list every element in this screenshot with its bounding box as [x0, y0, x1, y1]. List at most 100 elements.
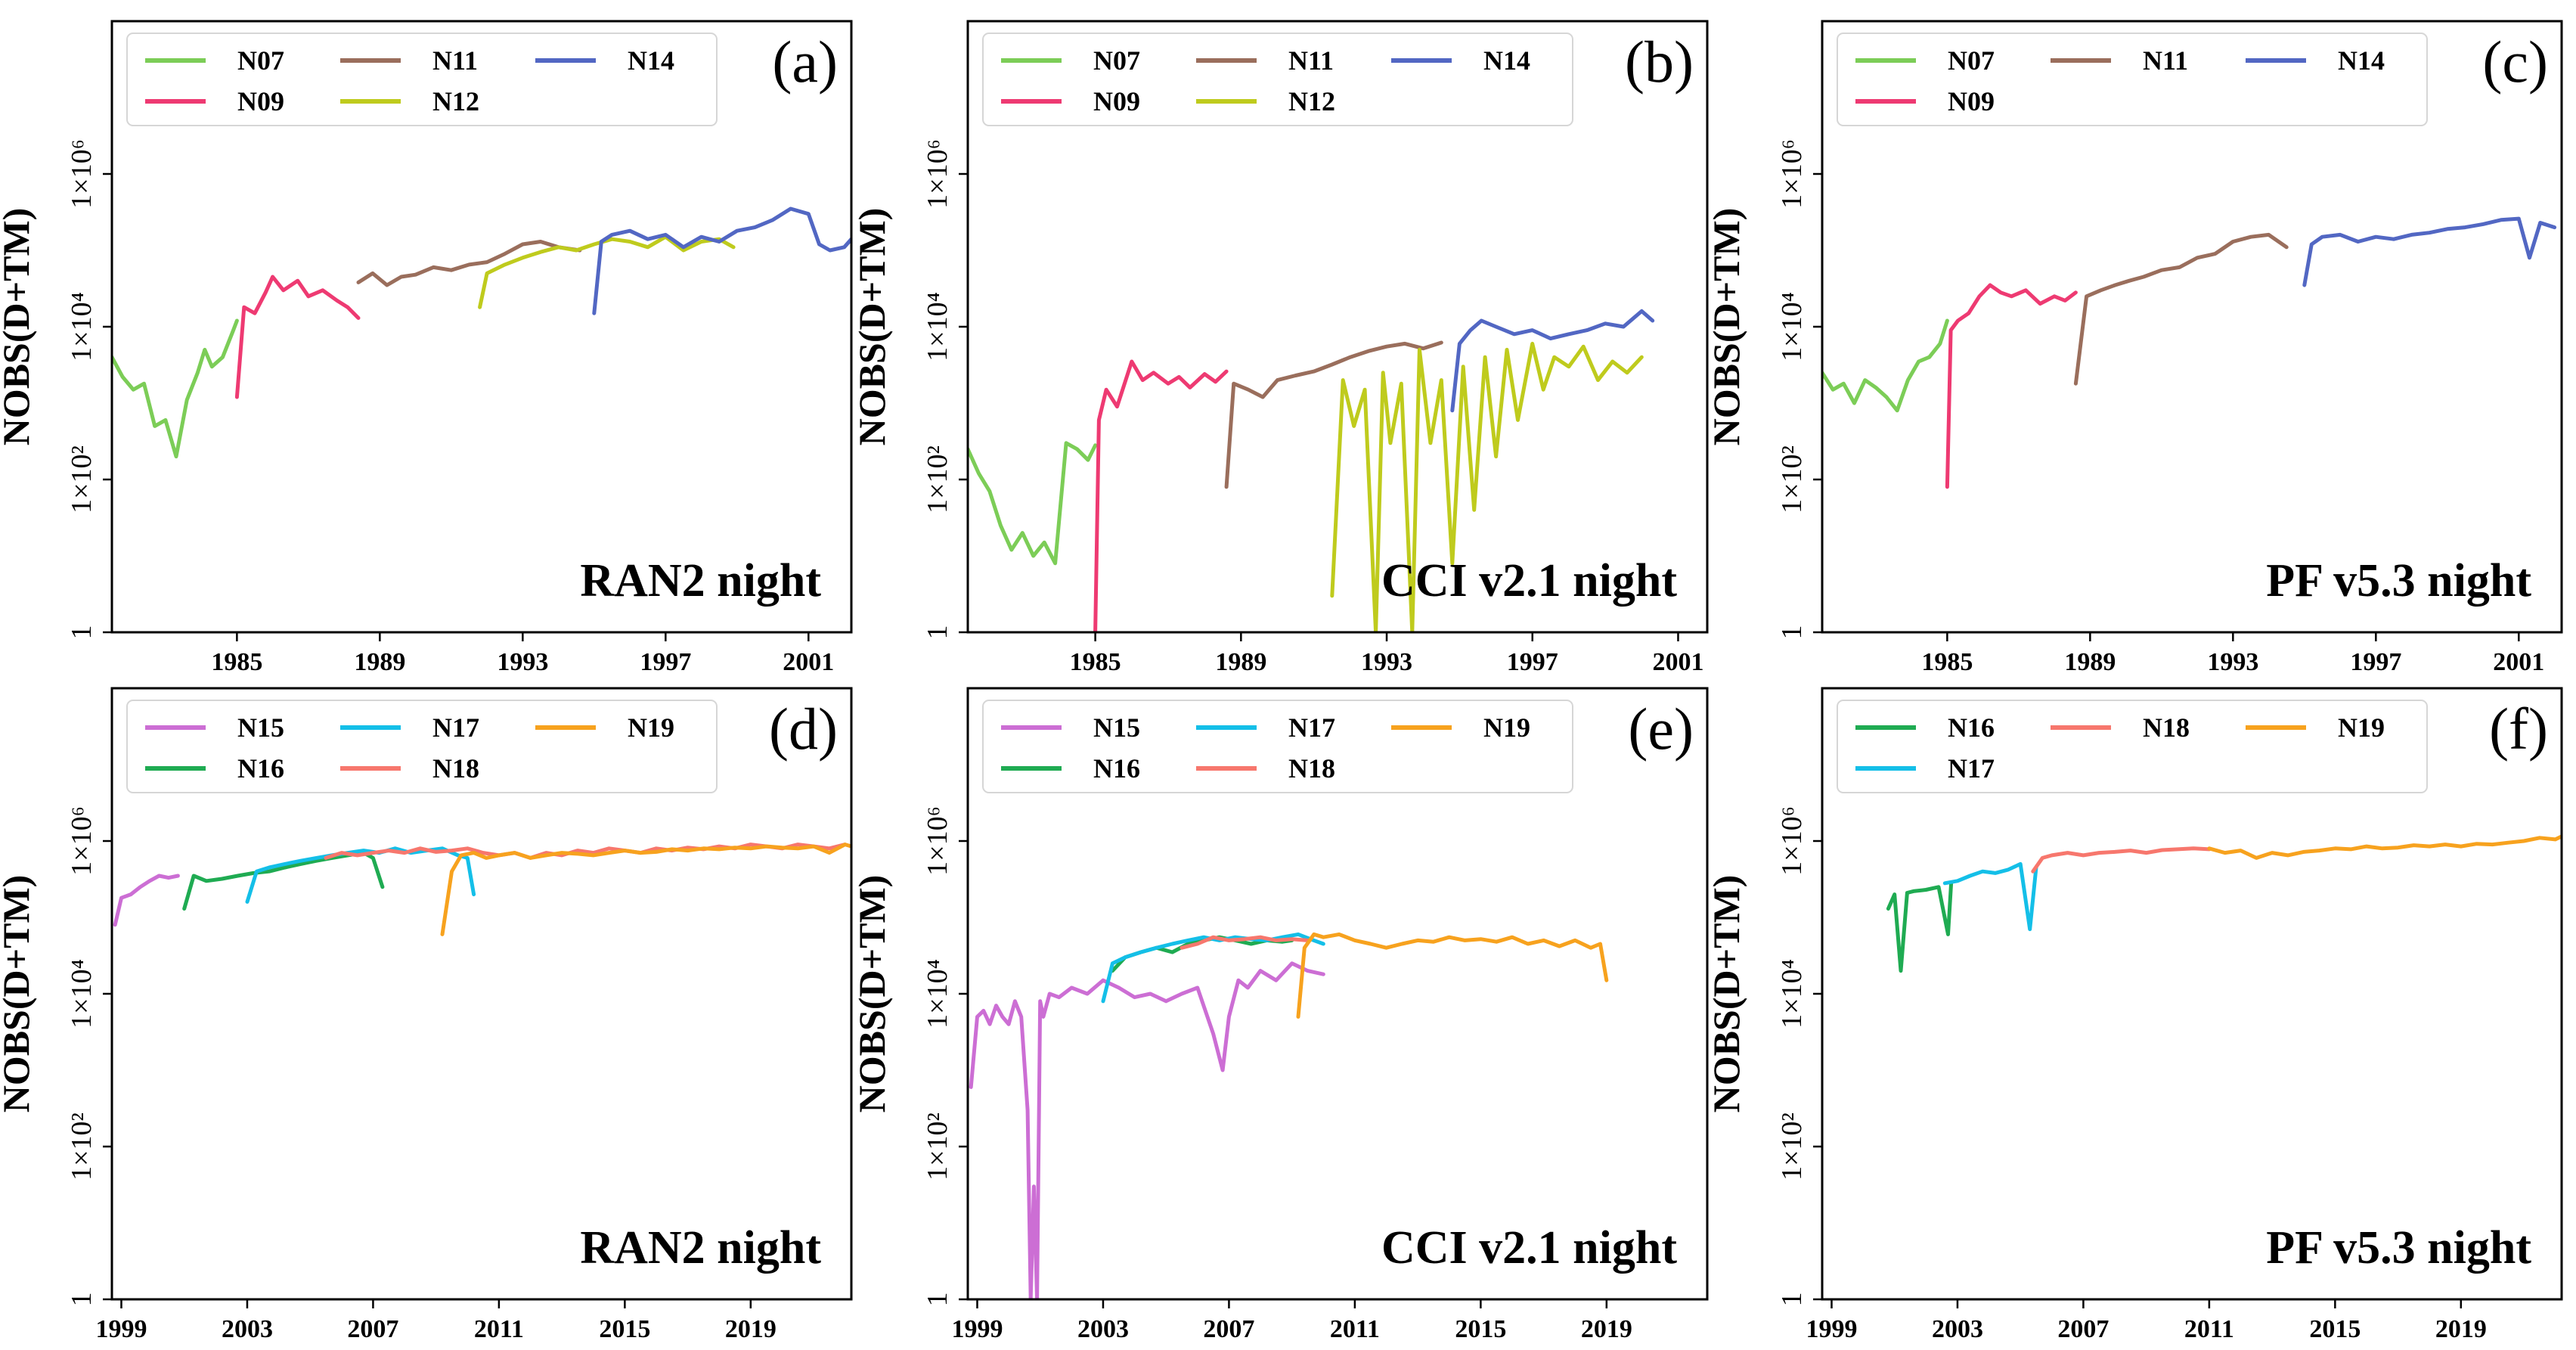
x-tick-label: 2019 [725, 1315, 777, 1343]
series-line-n09 [1093, 359, 1229, 632]
x-tick-label: 2015 [599, 1315, 650, 1343]
series-line-n19 [1296, 932, 1609, 1019]
series-line-n15 [969, 961, 1325, 1299]
panel-label: (e) [1628, 696, 1694, 762]
plot-frame [110, 687, 853, 1301]
series-line-n14 [1450, 309, 1655, 413]
x-tick-label: 2011 [1330, 1315, 1380, 1343]
y-tick-label: 1×10² [1776, 445, 1808, 514]
series-line-n11 [1224, 340, 1443, 489]
y-axis-label: NOBS(D+TM) [1705, 208, 1747, 446]
series-line-n07 [112, 318, 239, 459]
x-tick-label: 2003 [1932, 1315, 1983, 1343]
series-line-n11 [356, 240, 582, 287]
y-tick-label: 1×10² [66, 445, 98, 514]
plot-frame [1821, 20, 2563, 634]
x-tick-label: 1999 [1806, 1315, 1857, 1343]
x-tick-label: 1999 [95, 1315, 147, 1343]
legend-label: N16 [237, 753, 284, 784]
y-tick-label: 1×10⁴ [1776, 959, 1808, 1029]
y-axis-label: NOBS(D+TM) [851, 208, 893, 446]
y-tick-label: 1×10⁶ [922, 806, 953, 876]
x-tick-label: 1993 [497, 648, 548, 676]
x-tick-label: 1993 [1361, 648, 1412, 676]
x-tick-label: 2007 [1203, 1315, 1254, 1343]
legend: N07 N11 N14 N09 N12 [126, 33, 718, 126]
y-tick-label: 1×10⁶ [922, 139, 953, 209]
series-line-n09 [234, 275, 361, 399]
legend-box [1837, 700, 2428, 793]
legend-label: N09 [237, 86, 284, 116]
series-line-n07 [968, 441, 1098, 566]
x-tick-label: 1993 [2207, 648, 2258, 676]
panel-label: (b) [1625, 29, 1694, 95]
legend: N07 N11 N14 N09 N12 [982, 33, 1573, 126]
x-tick-label: 1985 [211, 648, 262, 676]
plot-frame [966, 687, 1709, 1301]
plot-frame [110, 20, 853, 634]
legend-label: N19 [628, 712, 674, 743]
legend-label: N17 [432, 712, 479, 743]
x-tick-label: 2015 [1455, 1315, 1506, 1343]
legend-label: N11 [2143, 45, 2188, 76]
y-tick-label: 1 [922, 625, 953, 640]
panel-f: NOBS(D+TM) 1 1×10² 1×10⁴ 1×10⁶ 1999 2003 2007 20… [1705, 687, 2563, 1343]
panel-label: (f) [2489, 696, 2548, 762]
legend-box [982, 33, 1573, 126]
x-tick-label: 2007 [2057, 1315, 2109, 1343]
y-tick-label: 1×10² [922, 445, 953, 514]
legend-label: N16 [1093, 753, 1140, 784]
series-line-n12 [1330, 341, 1644, 632]
legend-label: N19 [2338, 712, 2385, 743]
chart-title: CCI v2.1 night [1381, 555, 1677, 607]
legend-label: N14 [1483, 45, 1530, 76]
legend-label: N16 [1948, 712, 1995, 743]
series-line-n14 [592, 206, 851, 315]
x-tick-label: 1997 [2350, 648, 2401, 676]
legend-label: N09 [1093, 86, 1140, 116]
series-line-n17 [1942, 861, 2038, 932]
legend: N07 N11 N14 N09 [1837, 33, 2428, 126]
legend-box [982, 700, 1573, 793]
x-tick-label: 2019 [1581, 1315, 1632, 1343]
chart-title: CCI v2.1 night [1381, 1222, 1677, 1274]
series-line-n18 [324, 843, 848, 860]
legend-label: N17 [1288, 712, 1335, 743]
series-line-n11 [2073, 232, 2289, 386]
x-tick-label: 2019 [2435, 1315, 2487, 1343]
x-tick-label: 1985 [1070, 648, 1121, 676]
x-tick-label: 1999 [951, 1315, 1003, 1343]
legend-label: N15 [237, 712, 284, 743]
series-line-n19 [2207, 834, 2562, 860]
legend-label: N12 [432, 86, 479, 116]
y-tick-label: 1×10⁶ [66, 139, 98, 209]
legend-box [1837, 33, 2428, 126]
series-group [113, 843, 851, 936]
y-axis-label: NOBS(D+TM) [1705, 875, 1747, 1113]
y-tick-label: 1 [1776, 625, 1808, 640]
legend-label: N07 [1948, 45, 1995, 76]
plot-frame [966, 20, 1709, 634]
series-line-n16 [1886, 881, 1954, 973]
series-line-n15 [113, 874, 180, 927]
y-tick-label: 1 [922, 1293, 953, 1307]
legend-label: N09 [1948, 86, 1995, 116]
x-tick-label: 2001 [783, 648, 834, 676]
legend-label: N07 [237, 45, 284, 76]
y-tick-label: 1×10⁶ [66, 806, 98, 876]
legend-label: N12 [1288, 86, 1335, 116]
y-tick-label: 1 [66, 1293, 98, 1307]
y-tick-label: 1×10⁶ [1776, 139, 1808, 209]
x-tick-label: 2001 [2493, 648, 2544, 676]
series-line-n09 [1945, 283, 2078, 489]
legend-box [126, 700, 718, 793]
panel-label: (a) [772, 29, 838, 95]
y-tick-label: 1×10⁴ [66, 292, 98, 362]
y-axis-label: NOBS(D+TM) [851, 875, 893, 1113]
y-axis-label: NOBS(D+TM) [0, 208, 37, 446]
series-group [968, 309, 1655, 632]
series-group [1886, 834, 2562, 973]
panel-b: NOBS(D+TM) 1 1×10² 1×10⁴ 1×10⁶ 1985 1989 1993 19… [851, 20, 1709, 676]
legend-label: N11 [1288, 45, 1334, 76]
